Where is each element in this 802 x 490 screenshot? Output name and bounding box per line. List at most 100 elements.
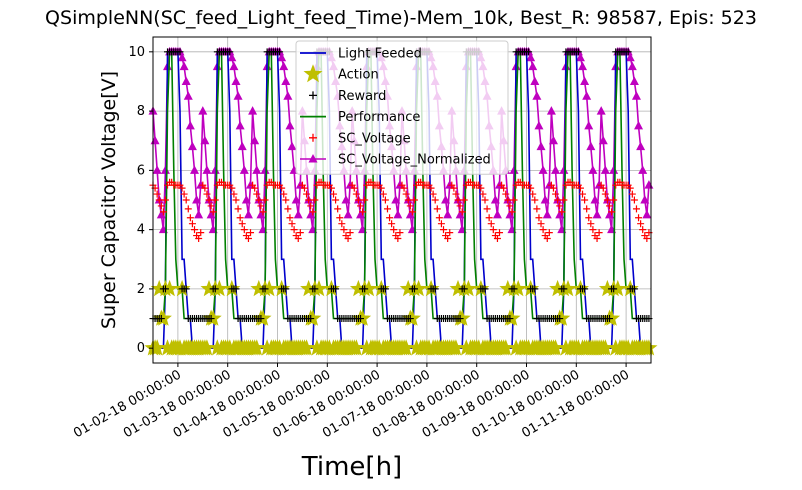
sc-voltage-point	[244, 235, 252, 243]
sc-voltage-normalized-point	[260, 165, 270, 174]
sc-voltage-normalized-point	[285, 120, 295, 130]
action-point	[210, 279, 228, 297]
sc-voltage-normalized-point	[578, 61, 588, 71]
sc-voltage-point	[628, 190, 636, 198]
reward-point	[481, 285, 489, 293]
sc-voltage-point	[635, 214, 643, 222]
sc-voltage-point	[433, 205, 441, 213]
sc-voltage-normalized-point	[548, 135, 558, 145]
reward-point	[610, 285, 618, 293]
legend-swatch	[309, 133, 317, 142]
sc-voltage-point	[259, 208, 267, 216]
sc-voltage-normalized-point	[252, 165, 262, 174]
legend-label: Reward	[338, 89, 386, 104]
reward-point	[531, 285, 539, 293]
action-point	[397, 339, 415, 356]
action-point	[459, 279, 477, 297]
sc-voltage-normalized-point	[534, 120, 544, 130]
sc-voltage-point	[481, 196, 489, 204]
sc-voltage-point	[350, 184, 358, 192]
sc-voltage-point	[247, 229, 255, 237]
sc-voltage-point	[585, 214, 593, 222]
y-tick-label: 0	[137, 341, 145, 356]
sc-voltage-normalized-point	[505, 209, 515, 219]
sc-voltage-point	[632, 205, 640, 213]
sc-voltage-point	[599, 184, 607, 192]
sc-voltage-point	[182, 196, 190, 204]
sc-voltage-normalized-point	[227, 52, 237, 62]
reward-point	[406, 315, 414, 323]
sc-voltage-point	[496, 229, 504, 237]
sc-voltage-point	[458, 208, 466, 216]
y-tick-label: 10	[128, 45, 145, 60]
sc-voltage-point	[309, 208, 317, 216]
action-point	[310, 279, 328, 297]
sc-voltage-point	[344, 235, 352, 243]
legend-swatch	[309, 91, 317, 100]
action-point	[148, 339, 166, 356]
sc-voltage-normalized-point	[627, 61, 637, 71]
sc-voltage-point	[346, 229, 354, 237]
sc-voltage-normalized-point	[584, 120, 594, 130]
sc-voltage-point	[288, 220, 296, 228]
sc-voltage-point	[284, 205, 292, 213]
action-point	[298, 339, 316, 356]
sc-voltage-point	[379, 190, 387, 198]
sc-voltage-normalized-point	[187, 141, 197, 151]
sc-voltage-point	[357, 202, 364, 210]
sc-voltage-normalized-point	[609, 165, 619, 174]
sc-voltage-point	[261, 196, 269, 204]
action-point	[410, 279, 428, 297]
legend-box	[295, 40, 509, 175]
action-point	[200, 279, 218, 297]
reward-point	[207, 315, 215, 323]
sc-voltage-normalized-point	[631, 91, 641, 100]
sc-voltage-point	[477, 184, 485, 192]
sc-voltage-point	[238, 220, 246, 228]
sc-voltage-point	[549, 184, 557, 192]
reward-point	[624, 48, 632, 56]
plot-frame	[152, 36, 652, 364]
sc-voltage-point	[643, 235, 651, 243]
sc-voltage-normalized-point	[239, 165, 249, 174]
sc-voltage-point	[338, 220, 346, 228]
sc-voltage-point	[354, 196, 362, 204]
sc-voltage-point	[552, 190, 560, 198]
sc-voltage-normalized-point	[532, 91, 542, 100]
sc-voltage-point	[483, 205, 491, 213]
sc-voltage-point	[203, 190, 211, 198]
sc-voltage-point	[251, 184, 259, 192]
sc-voltage-point	[278, 184, 286, 192]
action-point	[354, 309, 372, 326]
sc-voltage-point	[508, 208, 516, 216]
sc-voltage-point	[639, 226, 647, 234]
action-point	[559, 279, 577, 297]
action-point	[503, 309, 521, 326]
sc-voltage-normalized-point	[526, 52, 536, 62]
reward-point	[456, 315, 464, 323]
sc-voltage-point	[446, 229, 454, 237]
sc-voltage-normalized-point	[287, 141, 297, 151]
sc-voltage-point	[545, 229, 553, 237]
action-point	[449, 279, 467, 297]
sc-voltage-point	[153, 190, 161, 198]
sc-voltage-point	[527, 184, 535, 192]
sc-voltage-normalized-point	[248, 106, 258, 115]
sc-voltage-point	[560, 196, 568, 204]
sc-voltage-normalized-point	[256, 209, 266, 219]
sc-voltage-point	[211, 196, 219, 204]
sc-voltage-normalized-point	[642, 209, 652, 219]
reward-point	[182, 285, 190, 293]
sc-voltage-point	[444, 235, 452, 243]
action-point	[598, 279, 616, 297]
sc-voltage-point	[531, 196, 539, 204]
sc-voltage-normalized-point	[183, 91, 193, 100]
sc-voltage-point	[452, 190, 460, 198]
action-point	[499, 279, 517, 297]
sc-voltage-point	[396, 229, 404, 237]
action-point	[603, 309, 621, 326]
sc-voltage-point	[510, 196, 518, 204]
action-point	[154, 309, 172, 326]
sc-voltage-point	[186, 214, 194, 222]
y-axis-label: Super Capacitor Voltage[V]	[98, 71, 120, 329]
